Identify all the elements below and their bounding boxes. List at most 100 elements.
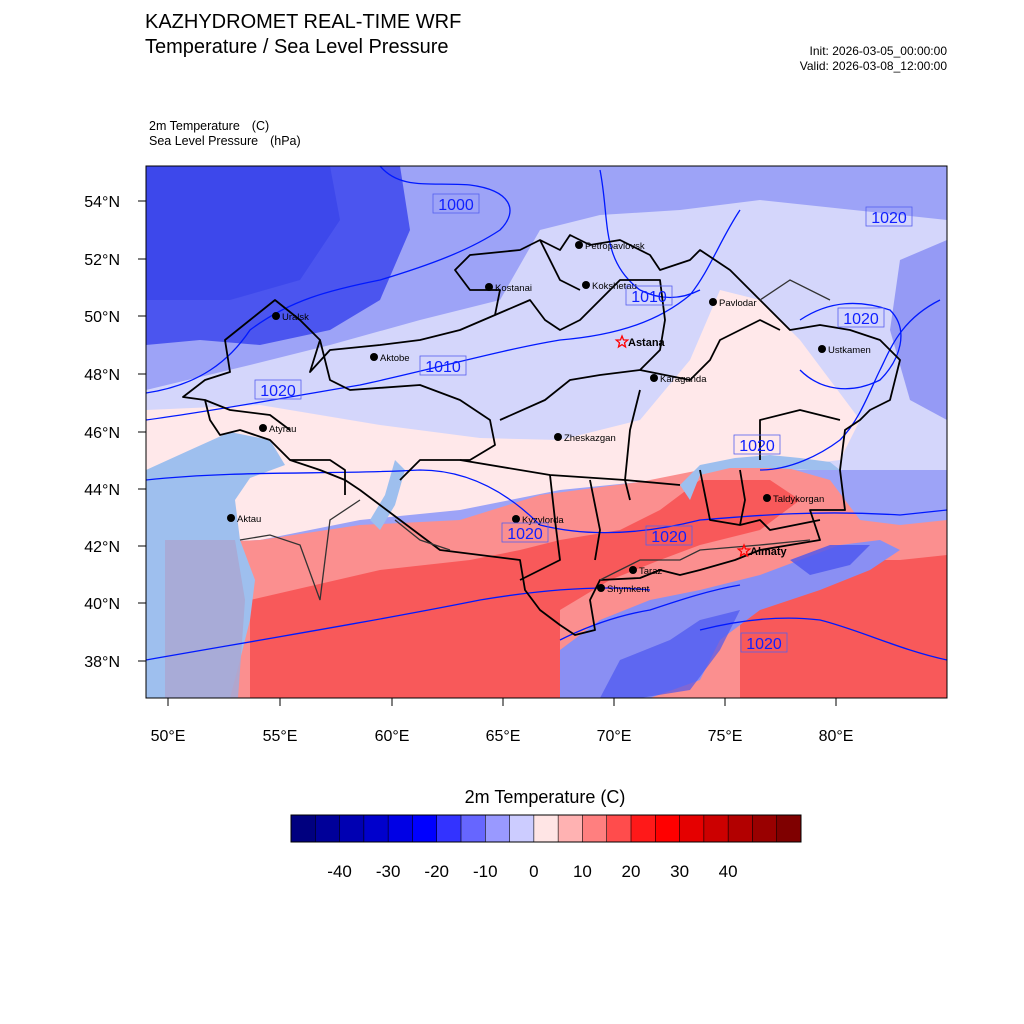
colorbar-swatch	[752, 815, 778, 842]
isobar-label: 1010	[419, 355, 467, 376]
city-kyzylorda: Kyzylorda	[512, 515, 564, 526]
city-aktau: Aktau	[227, 514, 261, 525]
lat-label: 54°N	[84, 194, 120, 211]
colorbar-tick-label: 0	[529, 862, 538, 881]
city-shymkent: Shymkent	[597, 584, 650, 595]
svg-text:1020: 1020	[843, 311, 879, 328]
colorbar-swatch	[533, 815, 559, 842]
city-taraz: Taraz	[629, 566, 662, 577]
city-label: Taraz	[639, 566, 662, 577]
city-almaty: Almaty	[736, 543, 788, 558]
temperature-field	[146, 166, 947, 698]
city-label: Shymkent	[607, 584, 650, 595]
city-dot	[818, 345, 826, 353]
colorbar-swatch	[315, 815, 340, 842]
colorbar-swatch	[703, 815, 729, 842]
colorbar-title: 2m Temperature (C)	[464, 787, 626, 807]
colorbar-swatch	[412, 815, 438, 842]
init-time: Init: 2026-03-05_00:00:00	[809, 44, 947, 58]
colorbar-frame	[290, 814, 802, 843]
city-label: Uralsk	[282, 312, 309, 323]
slp-field-label: Sea Level Pressure (hPa)	[149, 134, 301, 148]
city-markers: Petropavlovsk Kostanai Kokshetau Uralsk Pavl…	[227, 241, 871, 595]
colorbar-swatch	[509, 815, 535, 842]
svg-text:1020: 1020	[871, 210, 907, 227]
isobar-label: 1020	[740, 632, 788, 653]
isobar-labels: 1000 1020 1010 1020 1010 1020 1020 1020 1020 1020	[254, 193, 913, 653]
city-label: Kokshetau	[592, 281, 637, 292]
valid-time: Valid: 2026-03-08_12:00:00	[799, 59, 947, 73]
lat-label: 38°N	[84, 654, 120, 671]
colorbar-swatch	[339, 815, 365, 842]
lat-label: 40°N	[84, 596, 120, 613]
city-dot	[485, 283, 493, 291]
lon-label: 55°E	[263, 728, 298, 745]
isobar-label: 1020	[865, 206, 913, 227]
lat-label: 50°N	[84, 309, 120, 326]
isobar-label: 1020	[501, 522, 549, 543]
city-label: Kyzylorda	[522, 515, 564, 526]
city-dot	[582, 281, 590, 289]
city-label: Astana	[628, 337, 666, 349]
longitude-axis: 50°E 55°E 60°E 65°E 70°E 75°E 80°E	[151, 698, 854, 745]
colorbar-tick-label: 20	[622, 862, 641, 881]
colorbar-swatch	[655, 815, 680, 842]
city-pavlodar: Pavlodar	[709, 298, 757, 309]
city-dot	[763, 494, 771, 502]
svg-text:1020: 1020	[651, 529, 687, 546]
city-kokshetau: Kokshetau	[582, 281, 637, 292]
city-karaganda: Karaganda	[650, 374, 707, 385]
city-dot	[650, 374, 658, 382]
run-times: Init: 2026-03-05_00:00:00 Valid: 2026-03…	[800, 44, 947, 74]
colorbar-swatch	[436, 815, 462, 842]
lat-label: 52°N	[84, 252, 120, 269]
colorbar-swatch	[291, 815, 316, 842]
lon-label: 70°E	[597, 728, 632, 745]
lon-label: 65°E	[486, 728, 521, 745]
lon-label: 80°E	[819, 728, 854, 745]
isobar-label: 1020	[254, 379, 302, 400]
city-taldykorgan: Taldykorgan	[763, 494, 824, 505]
city-label: Taldykorgan	[773, 494, 824, 505]
city-astana: Astana	[614, 334, 666, 349]
isobar-label: 1020	[837, 307, 885, 328]
svg-text:1020: 1020	[507, 526, 543, 543]
colorbar-swatch	[728, 815, 753, 842]
isobar-label: 1020	[645, 525, 693, 546]
isobar-label: 1010	[625, 285, 673, 306]
lat-label: 42°N	[84, 539, 120, 556]
colorbar-swatch	[388, 815, 413, 842]
city-dot	[709, 298, 717, 306]
city-dot	[629, 566, 637, 574]
admin-borders	[182, 234, 901, 636]
city-label: Aktau	[237, 514, 261, 525]
colorbar-swatch	[461, 815, 486, 842]
svg-text:1020: 1020	[739, 438, 775, 455]
colorbar-tick-label: -20	[424, 862, 449, 881]
svg-text:1000: 1000	[438, 197, 474, 214]
isobar-label: 1020	[733, 434, 781, 455]
colorbar-swatch	[363, 815, 389, 842]
colorbar-tick-label: -30	[376, 862, 401, 881]
city-label: Aktobe	[380, 353, 410, 364]
colorbar-swatch	[558, 815, 583, 842]
svg-text:1020: 1020	[260, 383, 296, 400]
lat-label: 46°N	[84, 425, 120, 442]
city-ustkamen: Ustkamen	[818, 345, 871, 356]
lon-label: 50°E	[151, 728, 186, 745]
map-subtitle: Temperature / Sea Level Pressure	[145, 36, 449, 58]
country-borders	[239, 279, 831, 601]
city-dot	[370, 353, 378, 361]
lon-label: 75°E	[708, 728, 743, 745]
colorbar-tick-label: -10	[473, 862, 498, 881]
city-label: Almaty	[750, 546, 788, 558]
svg-text:1020: 1020	[746, 636, 782, 653]
city-dot	[597, 584, 605, 592]
lat-label: 44°N	[84, 482, 120, 499]
city-uralsk: Uralsk	[272, 312, 309, 323]
city-dot	[554, 433, 562, 441]
lat-label: 48°N	[84, 367, 120, 384]
colorbar-swatch	[776, 815, 802, 842]
city-label: Ustkamen	[828, 345, 871, 356]
